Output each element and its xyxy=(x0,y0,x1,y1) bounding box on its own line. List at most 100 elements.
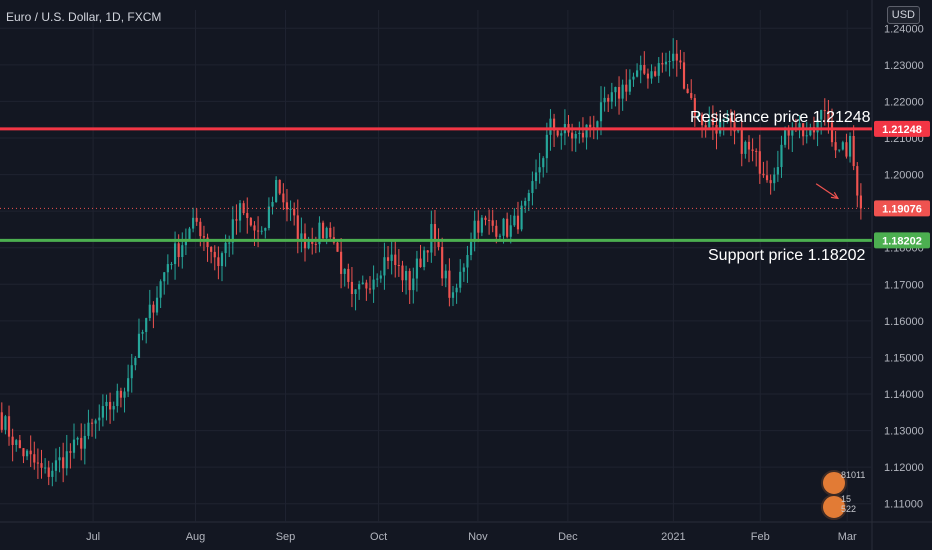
candle-body xyxy=(36,462,39,464)
y-tick-label: 1.20000 xyxy=(884,170,924,182)
y-tick-label: 1.11000 xyxy=(884,499,923,511)
candle-body xyxy=(664,61,668,65)
candle-body xyxy=(148,304,151,319)
candle-body xyxy=(527,193,530,202)
candle-body xyxy=(617,87,621,99)
candle-body xyxy=(159,281,162,298)
candle-body xyxy=(242,203,245,214)
candle-body xyxy=(711,118,714,125)
candle-body xyxy=(267,206,270,229)
candle-body xyxy=(152,304,155,313)
candle-body xyxy=(628,79,631,92)
x-tick-label: Mar xyxy=(838,531,857,543)
candle-body xyxy=(654,71,657,76)
candle-body xyxy=(459,271,462,288)
candle-body xyxy=(404,271,408,281)
candle-body xyxy=(816,119,819,133)
candle-body xyxy=(610,92,613,102)
candle-body xyxy=(25,450,29,457)
candle-body xyxy=(51,470,54,477)
candle-body xyxy=(845,142,848,157)
y-tick-label: 1.13000 xyxy=(884,426,924,438)
resistance-annotation: Resistance price 1.21248 xyxy=(690,109,871,126)
candle-body xyxy=(18,440,21,449)
candle-body xyxy=(686,88,689,94)
candle-body xyxy=(47,467,50,477)
candle-body xyxy=(719,119,722,134)
candle-body xyxy=(329,227,332,238)
candle-body xyxy=(585,124,588,138)
time-axis[interactable]: Jul Aug Sep Oct Nov Dec 2021 Feb Mar xyxy=(86,531,857,543)
candle-body xyxy=(776,167,779,175)
currency-button[interactable]: USD xyxy=(886,6,920,24)
candle-body xyxy=(195,217,198,222)
candle-body xyxy=(300,233,303,241)
candle-body xyxy=(249,217,252,226)
candle-body xyxy=(217,257,220,267)
candle-body xyxy=(199,221,202,237)
support-price-tag xyxy=(874,232,930,249)
candle-body xyxy=(733,122,736,132)
candle-body xyxy=(729,117,733,123)
candle-body xyxy=(708,118,711,128)
candle-body xyxy=(787,128,790,136)
candle-body xyxy=(607,97,610,102)
candle-body xyxy=(704,125,707,128)
candle-body xyxy=(491,220,494,226)
candle-body xyxy=(278,179,281,194)
candle-body xyxy=(109,401,112,410)
candle-body xyxy=(484,217,487,220)
candle-body xyxy=(318,222,321,245)
candle-body xyxy=(210,246,213,252)
x-tick-label: Feb xyxy=(751,531,770,543)
candle-body xyxy=(372,279,375,290)
candle-body xyxy=(11,436,14,445)
candle-body xyxy=(755,150,758,152)
candle-body xyxy=(340,251,343,274)
candle-body xyxy=(134,357,137,366)
candle-body xyxy=(693,98,696,116)
candle-body xyxy=(314,243,317,245)
sentiment-widget[interactable]: 81011 15 522 xyxy=(819,468,865,524)
candle-body xyxy=(805,135,808,137)
candle-body xyxy=(379,275,382,279)
candle-body xyxy=(545,134,548,159)
candle-body xyxy=(502,218,505,236)
candle-body xyxy=(285,202,289,210)
candle-body xyxy=(33,454,36,463)
candle-body xyxy=(253,225,256,231)
symbol-title[interactable]: Euro / U.S. Dollar, 1D, FXCM xyxy=(6,10,162,24)
arrow-head-icon xyxy=(830,191,840,200)
candle-body xyxy=(722,119,725,121)
y-tick-label: 1.22000 xyxy=(884,96,924,108)
candle-body xyxy=(408,271,411,291)
candle-body xyxy=(376,278,379,280)
candle-body xyxy=(740,129,743,154)
y-tick-label: 1.12000 xyxy=(884,462,924,474)
candle-body xyxy=(343,268,346,274)
y-tick-label: 1.24000 xyxy=(884,23,924,35)
candle-body xyxy=(596,121,599,128)
flag-coin-icon xyxy=(821,470,847,496)
candle-body xyxy=(98,417,101,421)
x-tick-label: 2021 xyxy=(661,531,685,543)
candle-body xyxy=(758,151,761,174)
price-axis[interactable]: 1.240001.230001.220001.210001.200001.190… xyxy=(874,23,930,511)
candle-body xyxy=(433,224,437,242)
candle-body xyxy=(123,391,126,398)
candle-body xyxy=(141,331,144,334)
x-tick-label: Jul xyxy=(86,531,100,543)
candle-body xyxy=(40,463,43,468)
candle-body xyxy=(390,254,393,261)
candle-body xyxy=(466,255,469,268)
candle-body xyxy=(368,288,372,290)
candle-body xyxy=(116,390,119,407)
candle-body xyxy=(307,239,310,249)
candle-body xyxy=(22,448,25,457)
candle-body xyxy=(589,124,592,128)
candle-body xyxy=(386,257,390,261)
candle-body xyxy=(574,133,577,139)
candle-body xyxy=(206,237,209,247)
candle-body xyxy=(462,267,465,272)
